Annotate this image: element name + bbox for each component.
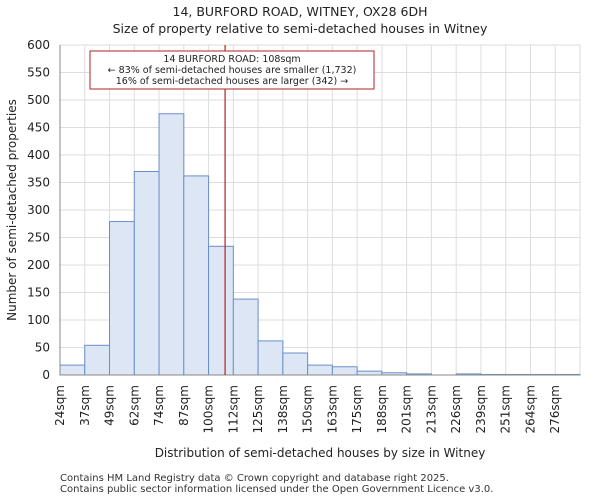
x-tick-label: 37sqm — [78, 385, 92, 426]
y-tick-label: 250 — [27, 231, 50, 245]
footer-line-2: Contains public sector information licen… — [60, 484, 494, 495]
bar-87sqm — [183, 175, 210, 376]
bar-74sqm — [158, 113, 185, 376]
bar-138sqm — [282, 352, 309, 376]
annotation-title: 14 BURFORD ROAD: 108sqm — [163, 54, 300, 65]
x-tick-label: 138sqm — [276, 385, 290, 433]
y-tick-label: 600 — [27, 38, 50, 52]
y-axis-label: Number of semi-detached properties — [5, 99, 19, 321]
footer-line-1: Contains HM Land Registry data © Crown c… — [60, 473, 449, 484]
x-tick-label: 150sqm — [301, 385, 315, 433]
x-axis-label: Distribution of semi-detached houses by … — [155, 446, 486, 460]
annotation-smaller: ← 83% of semi-detached houses are smalle… — [108, 65, 357, 76]
bar-125sqm — [257, 340, 284, 376]
y-tick-label: 400 — [27, 148, 50, 162]
bar-175sqm — [356, 370, 383, 376]
x-tick-label: 74sqm — [152, 385, 166, 426]
annotation-larger: 16% of semi-detached houses are larger (… — [116, 76, 349, 87]
chart-title: 14, BURFORD ROAD, WITNEY, OX28 6DH — [172, 4, 428, 19]
bar-62sqm — [133, 171, 160, 376]
bar-163sqm — [331, 366, 358, 376]
x-tick-label: 251sqm — [499, 385, 513, 433]
annotation-box — [89, 50, 375, 90]
y-tick-label: 550 — [27, 66, 50, 80]
y-tick-label: 200 — [27, 258, 50, 272]
x-tick-label: 62sqm — [127, 385, 141, 426]
bar-112sqm — [232, 298, 259, 376]
x-tick-label: 175sqm — [350, 385, 364, 433]
x-tick-label: 49sqm — [103, 385, 117, 426]
y-tick-label: 350 — [27, 176, 50, 190]
y-tick-label: 0 — [42, 368, 50, 382]
bar-49sqm — [109, 221, 135, 376]
x-tick-label: 125sqm — [251, 385, 265, 433]
y-tick-label: 150 — [27, 286, 50, 300]
y-tick-label: 500 — [27, 93, 50, 107]
x-tick-label: 112sqm — [226, 385, 240, 433]
bar-100sqm — [208, 245, 234, 376]
y-tick-label: 300 — [27, 203, 50, 217]
x-tick-label: 239sqm — [474, 385, 488, 433]
bar-24sqm — [59, 364, 86, 376]
x-tick-label: 226sqm — [449, 385, 463, 433]
x-tick-label: 276sqm — [548, 385, 562, 433]
x-tick-label: 213sqm — [424, 385, 438, 433]
x-tick-label: 188sqm — [375, 385, 389, 433]
bar-37sqm — [84, 344, 111, 376]
x-tick-label: 264sqm — [523, 385, 537, 433]
x-tick-label: 163sqm — [325, 385, 339, 433]
y-tick-label: 450 — [27, 121, 50, 135]
x-tick-label: 100sqm — [202, 385, 216, 433]
y-tick-label: 50 — [35, 341, 50, 355]
x-tick-label: 201sqm — [400, 385, 414, 433]
y-tick-label: 100 — [27, 313, 50, 327]
x-tick-label: 24sqm — [53, 385, 67, 426]
bar-150sqm — [307, 364, 333, 376]
chart-subtitle: Size of property relative to semi-detach… — [112, 21, 488, 36]
x-tick-label: 87sqm — [177, 385, 191, 426]
